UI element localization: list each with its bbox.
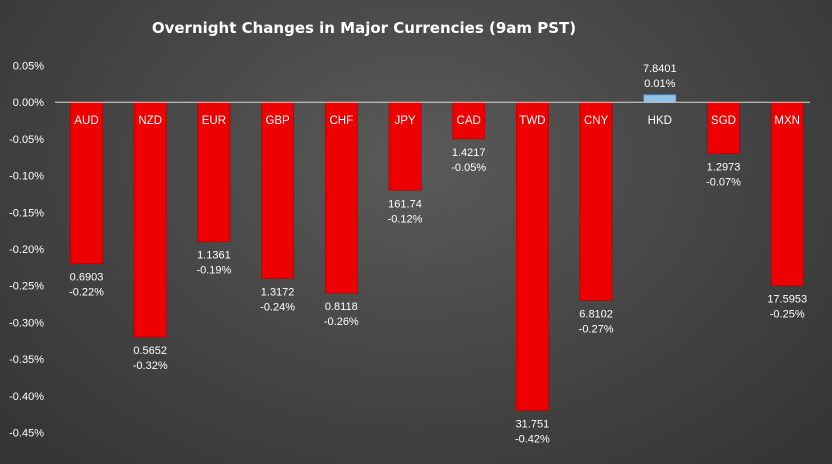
change-label: -0.12% [388,213,423,225]
bar-chf [324,101,358,294]
bar-nzd [133,101,167,338]
change-label: -0.05% [451,162,486,174]
change-label: -0.07% [706,177,741,189]
y-tick-label: -0.05% [9,134,44,146]
y-tick-label: -0.35% [9,354,44,366]
bar-eur [197,101,231,243]
category-label: GBP [265,115,290,127]
rate-label: 7.8401 [643,63,677,75]
category-label: NZD [138,115,162,127]
y-tick-label: 0.00% [13,97,44,109]
change-label: -0.22% [69,287,104,299]
rate-label: 31.751 [516,418,550,430]
category-label: HKD [648,115,672,127]
y-tick-label: -0.30% [9,317,44,329]
y-tick-label: -0.25% [9,281,44,293]
bar-twd [516,101,549,411]
rate-label: 0.5652 [133,345,167,357]
category-label: CNY [584,115,609,127]
rate-label: 17.5953 [767,294,807,306]
rate-label: 1.4217 [452,147,486,159]
rate-label: 1.1361 [197,250,231,262]
y-tick-label: -0.15% [9,207,44,219]
labels-group: AUD 0.6903 -0.22% NZD 0.5652 -0.32% EUR 1.1361 -… [69,63,807,446]
y-tick-label: -0.10% [9,171,44,183]
rate-label: 6.8102 [579,308,613,320]
bar-sgd [707,101,740,154]
category-label: SGD [711,115,736,127]
change-label: -0.26% [324,316,359,328]
category-label: MXN [774,115,800,127]
bars-group [70,94,804,411]
bar-mxn [770,101,804,287]
rate-label: 0.6903 [70,272,104,284]
category-label: TWD [519,115,545,127]
rate-label: 1.3172 [261,286,295,298]
change-label: -0.32% [133,360,168,372]
category-label: EUR [202,115,226,127]
change-label: -0.19% [196,265,231,277]
bar-cny [579,101,613,301]
bar-cad [452,101,486,140]
change-label: -0.25% [770,309,805,321]
bar-aud [70,101,103,265]
rate-label: 161.74 [388,198,422,210]
rate-label: 1.2973 [707,162,741,174]
y-tick-label: -0.20% [9,244,44,256]
y-axis: 0.05% 0.00% -0.05% -0.10% -0.15% -0.20% -0.25%… [9,61,44,440]
change-label: -0.24% [260,301,295,313]
rate-label: 0.8118 [325,301,358,313]
chart-title: Overnight Changes in Major Currencies (9… [152,19,576,37]
change-label: -0.42% [515,433,550,445]
y-tick-label: -0.45% [9,428,44,440]
category-label: CAD [457,115,481,127]
bar-gbp [261,101,295,279]
category-label: CHF [329,115,353,127]
change-label: 0.01% [644,78,675,90]
category-label: JPY [394,115,415,127]
bar-hkd [643,94,677,103]
category-label: AUD [74,115,98,127]
y-tick-label: -0.40% [9,391,44,403]
change-label: -0.27% [579,323,614,335]
y-tick-label: 0.05% [13,61,44,73]
